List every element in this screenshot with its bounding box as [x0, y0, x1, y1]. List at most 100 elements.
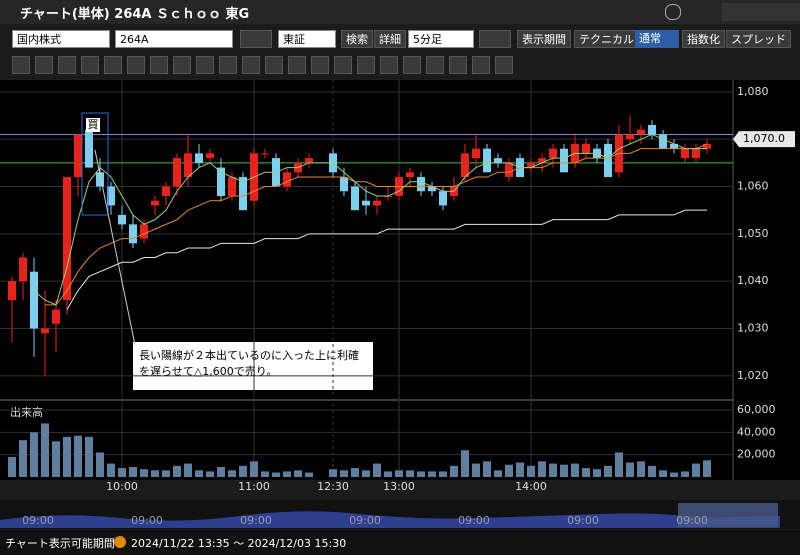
search-button[interactable]: 検索	[341, 30, 373, 48]
navigator-window[interactable]	[678, 503, 778, 527]
navigator-label: 09:00	[458, 514, 490, 527]
candle-body	[340, 177, 348, 192]
candle-body	[239, 177, 247, 211]
tool-icon[interactable]	[403, 56, 421, 74]
tool-icon[interactable]	[265, 56, 283, 74]
candle-body	[527, 162, 535, 168]
candle-body	[173, 158, 181, 187]
candle-body	[184, 153, 192, 178]
volume-bar	[703, 460, 711, 477]
volume-label: 出来高	[10, 405, 43, 419]
volume-bar	[85, 436, 93, 477]
volume-bar	[41, 423, 49, 477]
tool-icon[interactable]	[219, 56, 237, 74]
tool-icon[interactable]	[104, 56, 122, 74]
tool-icon[interactable]	[334, 56, 352, 74]
tool-icon[interactable]	[288, 56, 306, 74]
volume-bar	[118, 468, 126, 477]
tool-icon[interactable]	[242, 56, 260, 74]
tool-icon[interactable]	[380, 56, 398, 74]
tool-icon[interactable]	[472, 56, 490, 74]
index-button[interactable]: 指数化	[682, 30, 725, 48]
window-controls[interactable]	[722, 3, 800, 21]
tool-icon[interactable]	[449, 56, 467, 74]
candle-body	[107, 186, 115, 206]
last-price-label: 1,070.0	[743, 132, 785, 145]
y2-tick-label: 20,000	[737, 448, 776, 461]
code-input[interactable]: 264A	[115, 30, 233, 48]
market-select[interactable]: 国内株式	[12, 30, 110, 48]
navigator-label: 09:00	[567, 514, 599, 527]
tool-icon[interactable]	[196, 56, 214, 74]
footer: チャート表示可能期間 2024/11/22 13:35 ～ 2024/12/03…	[0, 530, 800, 555]
spread-button[interactable]: スプレッド	[726, 30, 791, 48]
y-tick-label: 1,020	[737, 369, 769, 382]
volume-bar	[129, 466, 137, 477]
candle-body	[549, 148, 557, 159]
volume-bar	[472, 463, 480, 477]
tool-icon[interactable]	[357, 56, 375, 74]
y-tick-label: 1,080	[737, 85, 769, 98]
candle-body	[305, 158, 313, 163]
candle-body	[604, 143, 612, 178]
technical-button[interactable]: テクニカル	[574, 30, 639, 48]
candle-body	[439, 191, 447, 206]
candle-body	[206, 153, 214, 159]
volume-bar	[670, 472, 678, 477]
prev-next[interactable]	[240, 30, 272, 48]
x-tick-label: 13:00	[383, 480, 415, 493]
candle-body	[670, 143, 678, 149]
tool-icon[interactable]	[12, 56, 30, 74]
volume-bar	[527, 465, 535, 477]
volume-bar	[450, 465, 458, 477]
tool-icon[interactable]	[311, 56, 329, 74]
footer-label: チャート表示可能期間	[5, 537, 115, 550]
tool-icon[interactable]	[81, 56, 99, 74]
navigator-label: 09:00	[676, 514, 708, 527]
detail-button[interactable]: 詳細	[374, 30, 406, 48]
volume-bar	[351, 468, 359, 477]
y-tick-label: 1,040	[737, 274, 769, 287]
prev-next[interactable]	[479, 30, 511, 48]
tool-icon[interactable]	[495, 56, 513, 74]
candle-body	[483, 148, 491, 173]
last-price-tag	[733, 131, 795, 148]
tool-icon[interactable]	[127, 56, 145, 74]
volume-bar	[395, 470, 403, 477]
moving-average	[66, 209, 707, 310]
y2-tick-label: 60,000	[737, 403, 776, 416]
window-title: チャート(単体) 264A Ｓｃｈｏｏ 東G	[20, 7, 250, 22]
volume-bar	[626, 462, 634, 477]
candle-body	[626, 134, 634, 140]
candle-body	[85, 129, 93, 168]
tool-icon[interactable]	[173, 56, 191, 74]
candle-body	[118, 214, 126, 225]
candle-body	[96, 172, 104, 187]
x-tick-label: 12:30	[317, 480, 349, 493]
volume-bar	[329, 469, 337, 477]
volume-bar	[261, 471, 269, 477]
buy-marker-bg	[86, 118, 100, 132]
volume-bar	[140, 469, 148, 477]
period-button[interactable]: 表示期間	[517, 30, 571, 48]
volume-bar	[107, 463, 115, 477]
exchange-select[interactable]: 東証	[278, 30, 336, 48]
footer-range: 2024/11/22 13:35 ～ 2024/12/03 15:30	[131, 537, 347, 550]
candle-body	[659, 134, 667, 149]
candle-body	[162, 186, 170, 196]
candle-body	[228, 177, 236, 196]
candle-body	[362, 200, 370, 206]
volume-bar	[549, 463, 557, 477]
interval-select[interactable]: 5分足	[408, 30, 474, 48]
x-tick-label: 11:00	[238, 480, 270, 493]
trade-box	[81, 112, 109, 216]
tool-icon[interactable]	[426, 56, 444, 74]
volume-bar	[250, 461, 258, 477]
search-icon[interactable]	[665, 4, 681, 20]
normal-button[interactable]: 通常	[635, 30, 679, 48]
tool-icon[interactable]	[35, 56, 53, 74]
tool-icon[interactable]	[58, 56, 76, 74]
annotation: 長い陽線が２本出ているのに入った上に利確を遅らせて△1,600で売り。	[133, 342, 373, 390]
tool-icon[interactable]	[150, 56, 168, 74]
volume-bar	[74, 435, 82, 477]
